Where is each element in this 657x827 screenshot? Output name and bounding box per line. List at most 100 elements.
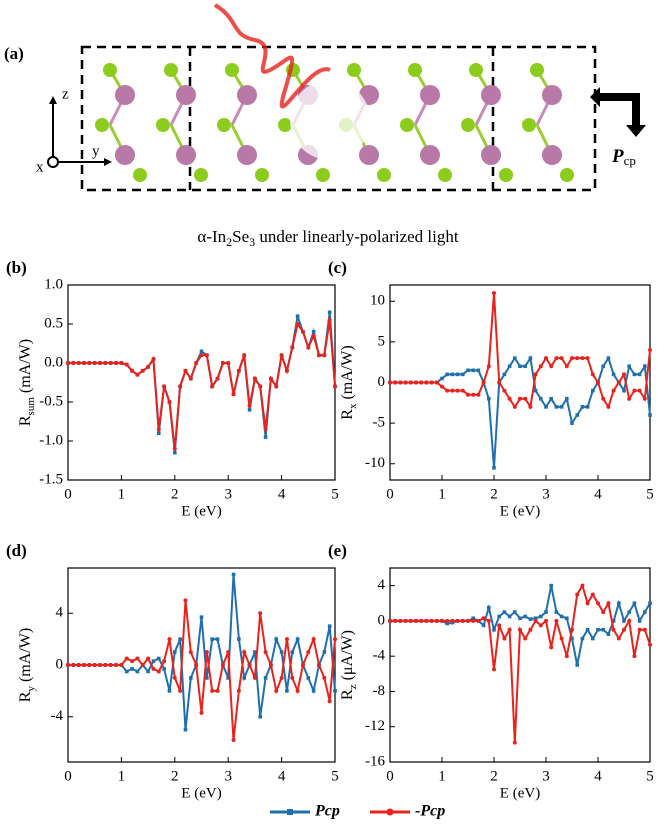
point bbox=[554, 356, 559, 361]
point bbox=[544, 405, 548, 409]
point bbox=[486, 618, 491, 623]
point bbox=[429, 380, 434, 385]
point bbox=[226, 361, 231, 365]
se-atom bbox=[133, 168, 147, 182]
point bbox=[476, 368, 481, 373]
y-tick-label: -1.0 bbox=[39, 432, 63, 448]
x-tick-label: 0 bbox=[64, 768, 72, 784]
in-atom bbox=[359, 145, 379, 165]
point bbox=[590, 372, 595, 377]
point bbox=[290, 650, 295, 654]
point bbox=[606, 632, 611, 636]
point bbox=[130, 667, 134, 671]
y-tick-label: -4 bbox=[51, 708, 64, 724]
point bbox=[648, 413, 652, 417]
y-tick-label: 10 bbox=[370, 293, 385, 309]
point bbox=[66, 361, 70, 365]
point bbox=[471, 616, 475, 621]
point bbox=[162, 659, 167, 664]
point bbox=[580, 405, 585, 409]
point bbox=[617, 601, 621, 606]
point bbox=[237, 637, 241, 641]
point bbox=[124, 656, 129, 661]
point bbox=[306, 345, 311, 350]
x-tick-label: 2 bbox=[171, 486, 179, 502]
point bbox=[544, 610, 548, 614]
y-tick-label: 0.5 bbox=[44, 315, 63, 331]
light-label-sub: cp bbox=[624, 153, 636, 168]
point bbox=[424, 380, 429, 385]
point bbox=[455, 372, 460, 377]
legend-label: Pcp bbox=[314, 803, 340, 820]
point bbox=[151, 666, 156, 671]
plot-frame bbox=[67, 284, 336, 481]
point bbox=[492, 627, 496, 632]
point bbox=[151, 659, 156, 663]
point bbox=[327, 310, 332, 315]
point bbox=[611, 627, 616, 632]
point bbox=[146, 669, 150, 674]
point bbox=[445, 618, 450, 623]
light-label: Pcp bbox=[611, 146, 636, 168]
point bbox=[172, 446, 177, 451]
point bbox=[512, 404, 517, 409]
point bbox=[295, 314, 300, 318]
point bbox=[183, 598, 188, 603]
point bbox=[476, 618, 481, 623]
point bbox=[497, 380, 502, 385]
point bbox=[333, 637, 337, 642]
point bbox=[274, 637, 279, 641]
y-tick-label: 0.0 bbox=[44, 354, 63, 370]
point bbox=[632, 654, 637, 659]
x-tick-label: 4 bbox=[278, 768, 286, 784]
point bbox=[403, 618, 408, 623]
point bbox=[311, 637, 316, 642]
point bbox=[247, 403, 252, 408]
point bbox=[502, 610, 507, 614]
y-label-part: x bbox=[347, 403, 359, 409]
point bbox=[554, 405, 559, 409]
arrow-head bbox=[49, 96, 57, 104]
point bbox=[528, 627, 533, 632]
point bbox=[440, 384, 444, 389]
se-atom bbox=[278, 118, 292, 132]
supercell-box bbox=[80, 45, 597, 192]
point bbox=[236, 688, 241, 693]
point bbox=[398, 380, 403, 385]
x-tick-label: 5 bbox=[331, 486, 339, 502]
point bbox=[564, 364, 569, 369]
y-tick-label: 5 bbox=[378, 333, 386, 349]
point bbox=[533, 618, 538, 623]
y-axis-label: Rsum (mA/W) bbox=[17, 339, 37, 426]
point bbox=[538, 364, 543, 369]
panel-label: (e) bbox=[328, 541, 347, 560]
point bbox=[156, 431, 161, 435]
point bbox=[231, 572, 236, 577]
point bbox=[450, 618, 455, 623]
y-label-part: R bbox=[339, 409, 356, 420]
point bbox=[487, 605, 491, 610]
point bbox=[284, 637, 289, 642]
in-atom bbox=[176, 85, 196, 105]
point bbox=[565, 396, 569, 401]
point bbox=[189, 676, 193, 680]
x-tick-label: 5 bbox=[646, 486, 654, 502]
in-atom bbox=[115, 85, 135, 105]
point bbox=[601, 610, 606, 615]
point bbox=[591, 636, 595, 641]
in-atom bbox=[237, 85, 257, 105]
point bbox=[178, 637, 182, 641]
point bbox=[616, 636, 621, 641]
point bbox=[253, 650, 257, 654]
se-atom bbox=[408, 63, 422, 77]
point bbox=[585, 405, 590, 409]
point bbox=[263, 427, 268, 432]
y-label-part: (mA/W) bbox=[17, 628, 34, 686]
point bbox=[274, 688, 279, 693]
title-part: α-In bbox=[197, 227, 226, 246]
se-atom bbox=[469, 63, 483, 77]
point bbox=[279, 675, 284, 680]
x-tick-label: 1 bbox=[118, 486, 126, 502]
point bbox=[455, 618, 460, 623]
point bbox=[570, 627, 574, 632]
